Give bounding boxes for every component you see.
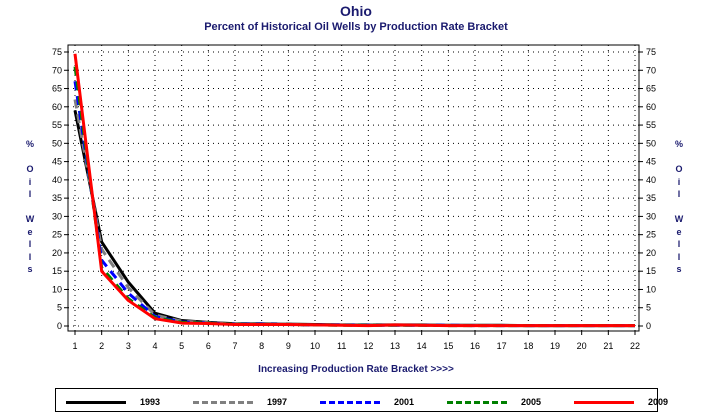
x-axis-label: Increasing Production Rate Bracket >>>>: [258, 364, 454, 375]
y-axis-label-char: l: [28, 239, 32, 249]
legend-label: 1993: [140, 397, 161, 407]
y-tick-label: 15: [52, 266, 62, 276]
y-axis-label-char: l: [677, 189, 681, 199]
x-tick-label: 3: [126, 341, 131, 351]
y-tick-label-right: 55: [646, 120, 656, 130]
y-tick-label-right: 50: [646, 138, 656, 148]
y-tick-label: 75: [52, 47, 62, 57]
x-tick-label: 6: [206, 341, 211, 351]
x-tick-label: 7: [232, 341, 237, 351]
legend-label: 1997: [267, 397, 288, 407]
y-tick-label: 40: [52, 175, 62, 185]
y-tick-label-right: 35: [646, 193, 656, 203]
y-tick-label: 65: [52, 84, 62, 94]
y-axis-label-char: W: [25, 214, 35, 224]
y-axis-label-char: l: [28, 189, 32, 199]
y-tick-label: 60: [52, 102, 62, 112]
x-tick-label: 2: [99, 341, 104, 351]
y-axis-label-char: i: [677, 176, 681, 187]
y-tick-label-right: 60: [646, 102, 656, 112]
y-tick-label-right: 40: [646, 175, 656, 185]
y-axis-label-char: l: [28, 251, 32, 262]
y-axis-label-char: O: [26, 164, 34, 174]
legend-label: 2001: [394, 397, 415, 407]
legend-label: 2005: [521, 397, 542, 407]
y-tick-label-right: 20: [646, 248, 656, 258]
y-tick-label: 5: [57, 303, 62, 313]
y-tick-label: 25: [52, 230, 62, 240]
y-axis-label-char: %: [674, 139, 683, 149]
y-tick-label-right: 75: [646, 47, 656, 57]
x-tick-label: 19: [550, 341, 560, 351]
y-tick-label: 0: [57, 321, 62, 331]
x-tick-label: 8: [259, 341, 264, 351]
y-tick-label-right: 10: [646, 284, 656, 294]
y-tick-label-right: 70: [646, 65, 656, 75]
y-axis-label-char: W: [674, 214, 684, 224]
y-tick-label-right: 15: [646, 266, 656, 276]
x-tick-label: 13: [390, 341, 400, 351]
x-tick-label: 5: [179, 341, 184, 351]
legend-swatch: [66, 401, 126, 404]
y-tick-label: 30: [52, 211, 62, 221]
y-axis-label-right: % Oil Wells% Oil Wells: [673, 138, 685, 276]
legend: 1993 1997 2001 2005 2009: [55, 388, 668, 412]
y-tick-label-right: 65: [646, 84, 656, 94]
legend-swatch: [447, 401, 507, 404]
y-tick-label: 50: [52, 138, 62, 148]
x-tick-label: 18: [523, 341, 533, 351]
y-tick-label: 55: [52, 120, 62, 130]
x-tick-label: 15: [443, 341, 453, 351]
y-tick-label-right: 30: [646, 211, 656, 221]
y-axis-label-char: e: [676, 226, 682, 237]
x-tick-label: 10: [310, 341, 320, 351]
y-tick-label: 20: [52, 248, 62, 258]
series-line-2005: [73, 66, 635, 328]
legend-label: 2009: [648, 397, 669, 407]
x-tick-label: 4: [152, 341, 157, 351]
plot-frame: [67, 44, 640, 332]
legend-swatch: [320, 401, 380, 404]
y-axis-label-char: i: [28, 176, 32, 187]
y-tick-label-right: 45: [646, 157, 656, 167]
y-tick-label-right: 25: [646, 230, 656, 240]
y-tick-label: 70: [52, 65, 62, 75]
y-tick-label: 45: [52, 157, 62, 167]
y-axis-label-char: s: [27, 264, 33, 274]
y-axis-label-char: l: [677, 239, 681, 249]
y-axis-label-char: e: [27, 226, 33, 237]
x-tick-label: 12: [363, 341, 373, 351]
x-tick-label: 22: [630, 341, 640, 351]
legend-swatch: [193, 401, 253, 404]
series-group: [73, 53, 635, 328]
legend-swatch: [574, 401, 634, 404]
y-axis-label-char: %: [25, 139, 34, 149]
x-tick-label: 1: [72, 341, 77, 351]
chart-subtitle: Percent of Historical Oil Wells by Produ…: [204, 21, 508, 33]
x-tick-label: 11: [337, 341, 346, 351]
y-tick-label: 10: [52, 284, 62, 294]
x-tick-label: 9: [286, 341, 291, 351]
y-axis-label-left: % Oil Wells% Oil Wells: [24, 138, 36, 276]
y-tick-label-right: 5: [646, 303, 651, 313]
series-line-1997: [73, 99, 635, 328]
x-tick-label: 16: [470, 341, 480, 351]
series-line-2009: [73, 53, 635, 328]
grid: [68, 45, 639, 331]
y-tick-label: 35: [52, 193, 62, 203]
y-axis-label-char: s: [676, 264, 682, 274]
series-line-1993: [73, 110, 635, 328]
x-tick-label: 17: [497, 341, 507, 351]
y-axis-label-char: l: [677, 251, 681, 262]
chart-title: Ohio: [340, 3, 372, 19]
x-tick-label: 14: [417, 341, 427, 351]
y-axis-label-char: O: [675, 164, 683, 174]
x-tick-label: 21: [603, 341, 613, 351]
y-tick-label-right: 0: [646, 321, 651, 331]
x-tick-label: 20: [577, 341, 587, 351]
